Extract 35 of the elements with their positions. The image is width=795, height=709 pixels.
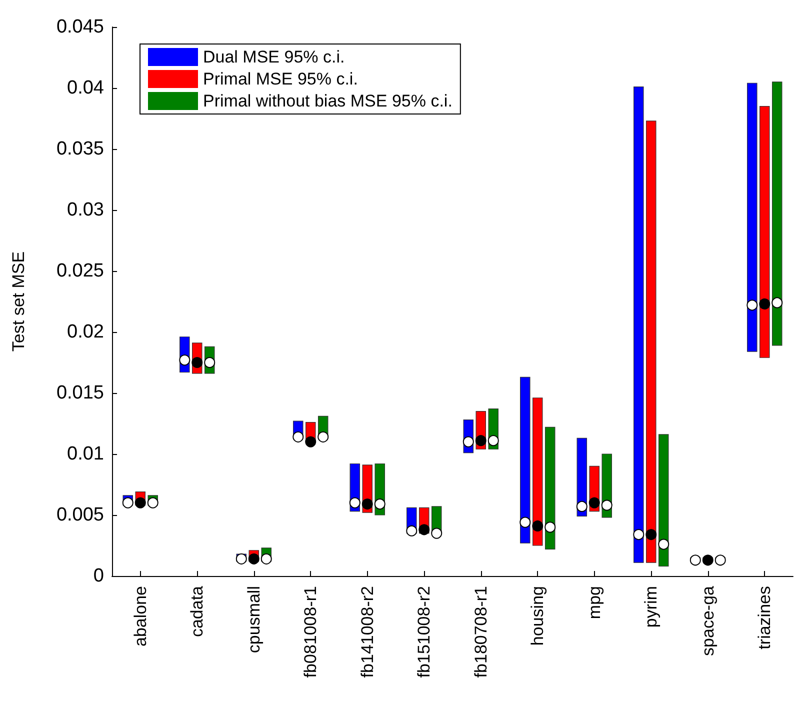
bar: [544, 426, 556, 550]
y-tick-label: 0.035: [56, 138, 104, 160]
x-tick-label: fb081008-r1: [301, 586, 320, 678]
x-tick-label: pyrim: [642, 586, 661, 628]
bar: [747, 82, 758, 352]
bar: [532, 398, 543, 546]
bar: [646, 120, 656, 563]
y-tick-label: 0.005: [56, 504, 104, 526]
y-axis-title: Test set MSE: [9, 251, 28, 352]
x-tick-label: triazines: [755, 586, 774, 650]
y-tick-label: 0.015: [56, 382, 104, 404]
x-tick-label: abalone: [130, 586, 150, 647]
x-tick-label: housing: [528, 586, 548, 646]
x-tick-label: fb141008-r2: [358, 586, 377, 678]
bar: [658, 434, 669, 567]
bar: [760, 106, 770, 358]
y-tick-label: 0.03: [67, 200, 104, 220]
x-tick-label: fb180708-r1: [471, 586, 490, 678]
legend-label: Primal without bias MSE 95% c.i.: [203, 92, 452, 110]
y-tick-label: 0.045: [56, 16, 104, 38]
legend-label: Primal MSE 95% c.i.: [203, 70, 358, 88]
x-tick-label: mpg: [584, 586, 604, 620]
bar: [772, 82, 782, 346]
y-tick-label: 0.01: [67, 444, 104, 464]
x-tick-label: cpusmall: [244, 586, 264, 654]
y-tick-label: 0: [93, 566, 104, 586]
y-tick-label: 0.04: [67, 78, 104, 98]
y-tick-label: 0.025: [56, 260, 104, 282]
legend-label: Dual MSE 95% c.i.: [203, 48, 345, 66]
y-tick-label: 0.02: [67, 322, 104, 342]
x-tick-label: space-ga: [698, 585, 718, 656]
x-tick-label: fb151008-r2: [414, 586, 434, 678]
bar: [634, 86, 644, 563]
x-tick-label: cadata: [188, 585, 207, 638]
bar: [520, 376, 530, 544]
